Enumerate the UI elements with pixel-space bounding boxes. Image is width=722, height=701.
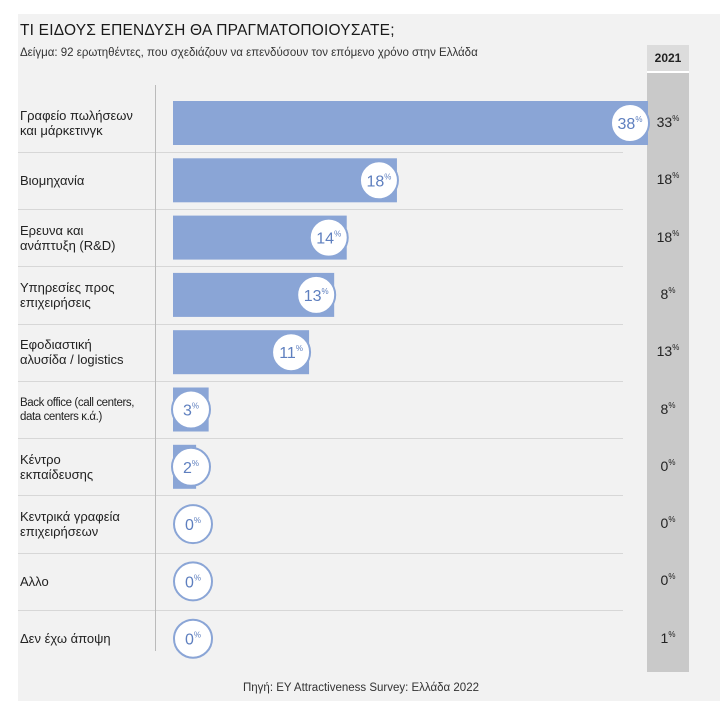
bar [173,101,648,145]
value-2021: 1% [660,630,676,646]
category-label: Κέντρο εκπαίδευσης [20,452,94,482]
bar-value-label: 18% [366,172,391,190]
bar-value-label: 0% [185,516,201,534]
value-2021: 8% [660,401,676,417]
bar-value-label: 13% [304,287,329,305]
value-2021: 0% [660,515,676,531]
row-separator [18,381,623,382]
value-2021: 18% [656,171,680,187]
category-label: Κεντρικά γραφεία επιχειρήσεων [20,509,120,539]
row-separator [18,152,623,153]
row-separator [18,610,623,611]
value-bubble [610,103,650,143]
bar-value-label: 0% [185,631,201,649]
row-separator [18,266,623,267]
category-label: Back office (call centers, data centers κ… [20,397,135,423]
row-separator [18,324,623,325]
value-2021: 18% [656,229,680,245]
value-2021: 13% [656,343,680,359]
category-label: Εφοδιαστική αλυσίδα / logistics [20,337,124,367]
bar-value-label: 14% [316,230,341,248]
value-2021: 0% [660,572,676,588]
value-bubble [173,561,213,602]
chart-title: ΤΙ ΕΙΔΟΥΣ ΕΠΕΝΔΥΣΗ ΘΑ ΠΡΑΓΜΑΤΟΠΟΙΟΥΣΑΤΕ; [20,22,395,39]
value-bubble [173,618,213,659]
column-2021-background [647,45,689,672]
category-label: Υπηρεσίες προς επιχειρήσεις [20,280,115,310]
row-separator [18,209,623,210]
value-bubble [171,446,211,487]
value-bubble [308,217,349,258]
value-2021: 33% [656,114,680,130]
category-label: Δεν έχω άποψη [20,631,111,646]
bar-value-label: 2% [183,459,199,477]
value-2021: 0% [660,458,676,474]
category-label: Ερευνα και ανάπτυξη (R&D) [20,223,116,253]
value-2021: 8% [660,286,676,302]
bar-value-label: 3% [183,402,199,420]
category-axis-line [155,85,156,651]
row-separator [18,553,623,554]
value-bubble [171,389,211,430]
value-bubble [173,504,213,545]
value-bubble [296,274,337,315]
row-separator [18,495,623,496]
category-label: Βιομηχανία [20,173,85,188]
row-separator [18,438,623,439]
category-label: Αλλο [20,574,49,589]
bar-value-label: 38% [618,115,643,133]
column-2021-header: 2021 [647,45,689,73]
bar-value-label: 11% [279,344,303,362]
value-bubble [358,160,399,201]
bar-value-label: 0% [185,573,201,591]
chart-subtitle: Δείγμα: 92 ερωτηθέντες, που σχεδιάζουν ν… [20,47,478,59]
category-label: Γραφείο πωλήσεων και μάρκετινγκ [20,108,133,138]
source-note: Πηγή: EY Attractiveness Survey: Ελλάδα 2… [242,682,479,694]
value-bubble [271,332,312,373]
